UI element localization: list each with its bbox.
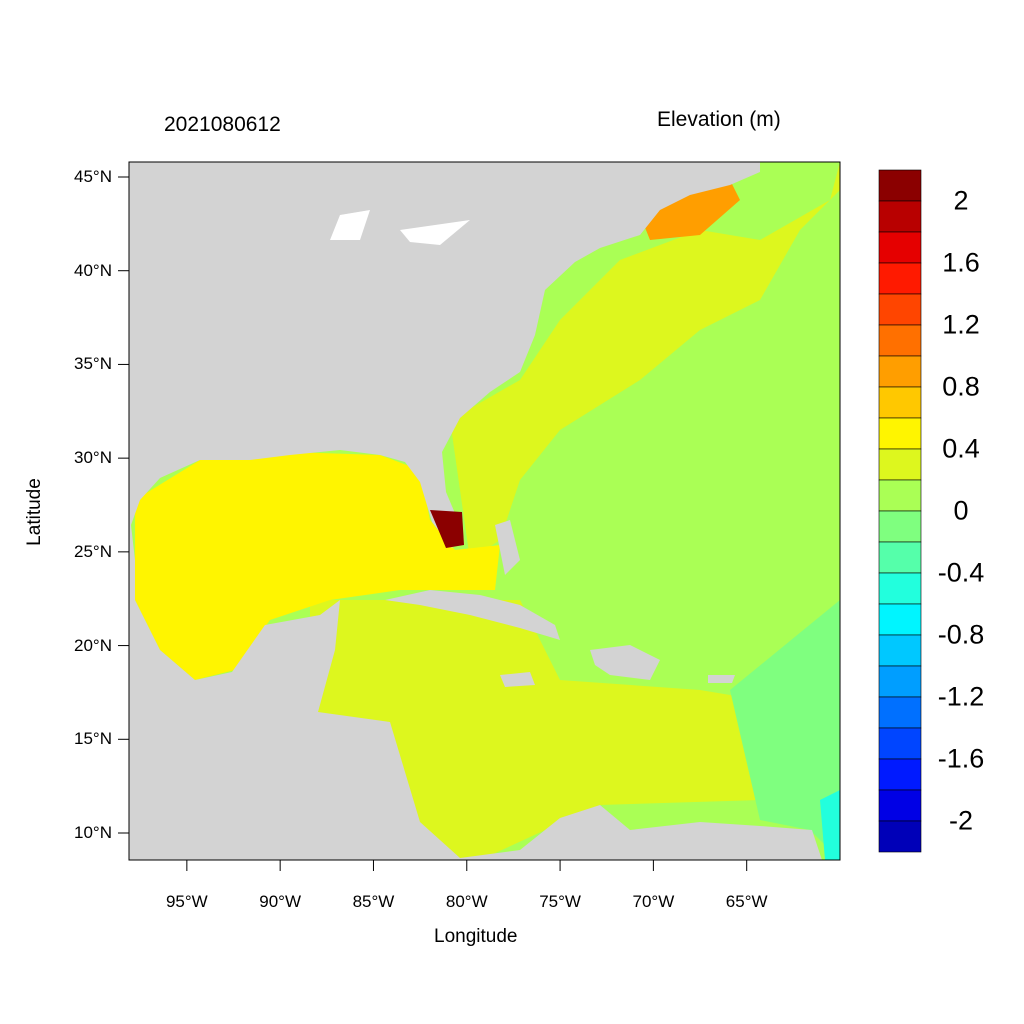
y-tick-label: 15°N — [74, 729, 112, 749]
x-tick-label: 85°W — [352, 892, 395, 911]
colorbar-swatch — [878, 665, 922, 698]
variable-title: Elevation (m) — [657, 108, 781, 131]
colorbar-swatch — [878, 541, 922, 574]
colorbar-label: 0 — [953, 495, 969, 526]
jamaica-island — [500, 672, 535, 687]
caribbean-water — [310, 600, 760, 860]
x-axis-label: Longitude — [434, 926, 518, 947]
colorbar-swatch — [878, 200, 922, 233]
colorbar-swatch — [878, 572, 922, 605]
colorbar-label: -1.2 — [937, 681, 985, 712]
x-tick-label: 80°W — [445, 892, 488, 911]
plot-frame — [128, 161, 841, 861]
y-tick-label: 10°N — [74, 823, 112, 842]
colorbar-swatch — [878, 262, 922, 295]
y-tick-label: 30°N — [74, 448, 112, 468]
colorbar-label: 0.8 — [942, 371, 980, 402]
colorbar-swatch — [878, 727, 922, 760]
colorbar-label: -0.4 — [937, 557, 985, 588]
colorbar-label: -0.8 — [937, 619, 985, 650]
colorbar-swatch — [878, 820, 922, 853]
gulf-of-maine-water — [640, 180, 740, 240]
shelf-water — [450, 162, 840, 560]
y-tick-label: 40°N — [74, 260, 112, 280]
colorbar-label: -2 — [948, 805, 973, 836]
great-lakes — [330, 210, 470, 245]
colorbar-swatch — [878, 696, 922, 729]
x-tick-label: 95°W — [165, 892, 208, 911]
y-axis-label: Latitude — [24, 478, 45, 546]
colorbar-label: 1.6 — [942, 247, 980, 278]
hispaniola-island — [590, 645, 660, 680]
x-tick-label: 70°W — [632, 892, 675, 911]
x-tick-label: 90°W — [259, 892, 302, 911]
y-tick-label: 25°N — [74, 541, 112, 561]
colorbar-label: 1.2 — [942, 309, 980, 340]
lesser-antilles-water — [820, 790, 840, 860]
axis-ticks — [118, 176, 748, 871]
colorbar-label: 2 — [953, 185, 969, 216]
colorbar — [878, 169, 922, 853]
y-tick-label: 35°N — [74, 354, 112, 374]
colorbar-swatch — [878, 758, 922, 791]
y-tick-label: 20°N — [74, 635, 112, 655]
mainland — [129, 162, 822, 860]
colorbar-swatch — [878, 355, 922, 388]
colorbar-swatch — [878, 479, 922, 512]
gulf-water — [135, 452, 500, 680]
colorbar-swatch — [878, 231, 922, 264]
everglades-high-water — [430, 510, 464, 548]
colorbar-swatch — [878, 324, 922, 357]
colorbar-swatch — [878, 417, 922, 450]
y-tick-label: 45°N — [74, 166, 112, 186]
colorbar-swatch — [878, 789, 922, 822]
colorbar-swatch — [878, 293, 922, 326]
colorbar-swatch — [878, 510, 922, 543]
colorbar-swatch — [878, 603, 922, 636]
colorbar-label: -1.6 — [937, 743, 985, 774]
bahamas-island — [495, 520, 520, 575]
colorbar-swatch — [878, 386, 922, 419]
x-tick-label: 65°W — [725, 892, 768, 911]
east-caribbean-water — [730, 600, 840, 860]
colorbar-label: 0.4 — [942, 433, 980, 464]
puerto-rico-island — [708, 675, 735, 683]
colorbar-swatch — [878, 448, 922, 481]
x-tick-label: 75°W — [539, 892, 581, 911]
colorbar-swatch — [878, 169, 922, 202]
date-title: 2021080612 — [164, 113, 281, 136]
cuba-island — [385, 590, 560, 640]
colorbar-swatch — [878, 634, 922, 667]
